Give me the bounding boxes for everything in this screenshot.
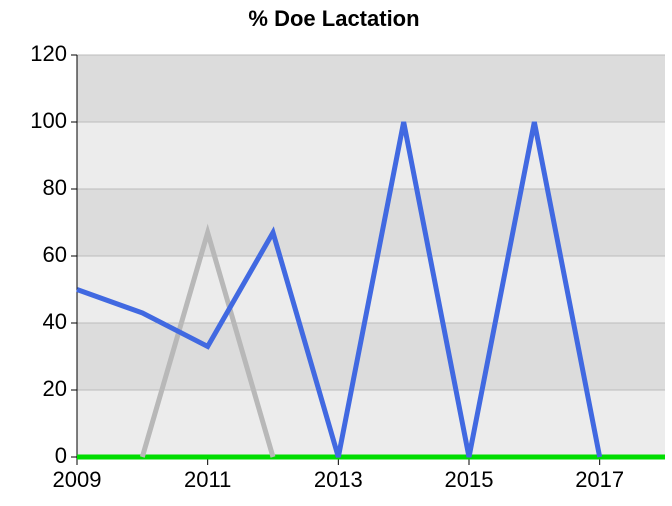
y-tick-label: 80	[43, 175, 67, 200]
y-tick-label: 40	[43, 309, 67, 334]
y-tick-label: 60	[43, 242, 67, 267]
plot-band	[77, 390, 665, 457]
y-tick-label: 100	[30, 108, 67, 133]
plot-band	[77, 55, 665, 122]
y-tick-label: 0	[55, 443, 67, 468]
x-tick-label: 2017	[575, 467, 624, 492]
chart-title: % Doe Lactation	[248, 6, 419, 31]
y-tick-label: 120	[30, 41, 67, 66]
data-line	[139, 223, 276, 458]
y-tick-label: 20	[43, 376, 67, 401]
x-tick-label: 2011	[184, 467, 231, 492]
x-tick-label: 2015	[445, 467, 494, 492]
data-line	[76, 121, 603, 458]
x-tick-label: 2013	[314, 467, 363, 492]
plot-band	[77, 189, 665, 256]
x-tick-label: 2009	[53, 467, 102, 492]
plot-band	[77, 323, 665, 390]
plot-band	[77, 122, 665, 189]
